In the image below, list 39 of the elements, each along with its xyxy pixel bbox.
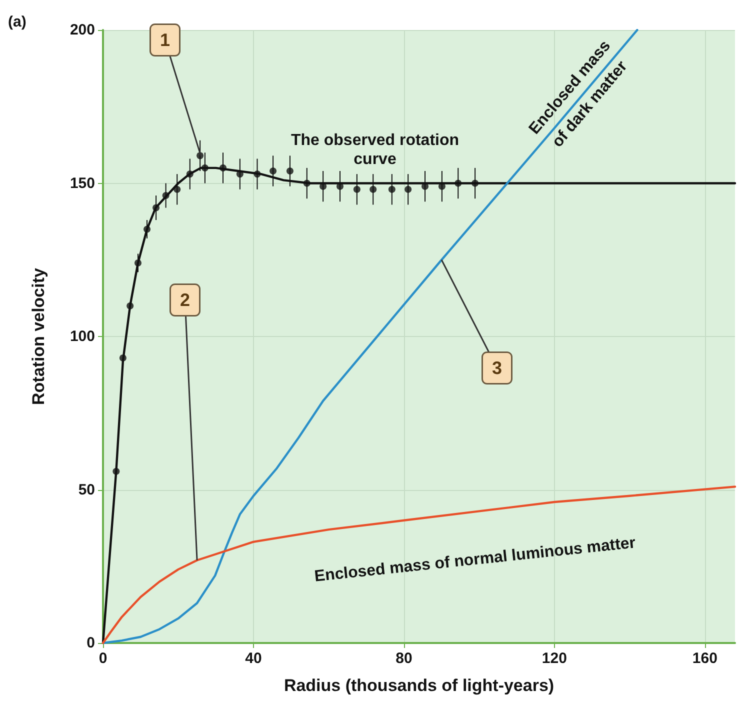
y-tick-label: 200 [70, 22, 95, 38]
point [119, 354, 126, 362]
y-tick-label: 100 [70, 328, 95, 345]
point [162, 192, 170, 200]
point [186, 170, 194, 178]
annotation: 3 [492, 358, 502, 378]
point [220, 164, 227, 172]
point [144, 226, 151, 233]
point [134, 259, 142, 266]
y-tick-label: 150 [70, 174, 95, 192]
annotation: 2 [180, 290, 190, 310]
point [353, 186, 360, 193]
point [404, 186, 412, 193]
y-tick-label: 0 [86, 634, 95, 652]
point [303, 180, 310, 187]
y-axis-title: Rotation velocity [29, 267, 48, 405]
point [254, 170, 261, 178]
y-tick-label: 50 [78, 481, 95, 498]
point [126, 302, 134, 310]
point [174, 186, 181, 193]
x-tick-label: 40 [245, 650, 262, 667]
point [388, 186, 396, 193]
x-tick-label: 160 [692, 650, 718, 667]
point [286, 167, 294, 174]
annotation: 1 [160, 30, 170, 50]
series-label: The observed rotation curve [290, 132, 460, 168]
point [112, 468, 120, 475]
point [370, 186, 377, 193]
x-tick-label: 120 [542, 650, 567, 667]
text: Enclosed mass of normal luminous matter [314, 534, 636, 586]
text: (a) [8, 14, 26, 30]
point [201, 164, 208, 172]
x-tick-label: 0 [98, 650, 108, 667]
point [152, 204, 160, 212]
point [270, 167, 277, 174]
x-axis-title: Radius (thousands of light-years) [284, 676, 554, 695]
point [454, 180, 462, 187]
x-tick-label: 80 [396, 650, 412, 667]
point [472, 180, 479, 187]
